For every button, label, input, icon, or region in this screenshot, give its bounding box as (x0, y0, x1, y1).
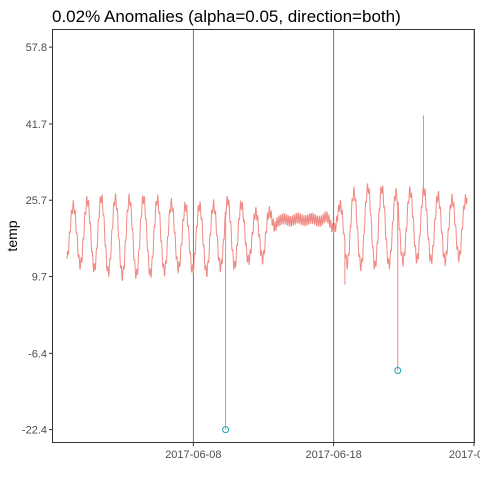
y-axis-title: temp (4, 220, 20, 251)
x-tick-label-0: 2017-06-08 (165, 449, 221, 461)
y-tick-label-2: 9.7 (32, 272, 47, 284)
plot-panel (52, 29, 475, 443)
y-tick-label-3: 25.7 (26, 195, 47, 207)
anomaly-point-0 (222, 426, 230, 434)
y-tick-label-0: -22.4 (22, 425, 47, 437)
temp-series-line (66, 115, 468, 430)
anomaly-point-1 (394, 366, 402, 374)
chart-title: 0.02% Anomalies (alpha=0.05, direction=b… (52, 7, 401, 26)
x-tick-label-2: 2017-06-2 (449, 449, 480, 461)
y-tick-label-4: 41.7 (26, 119, 47, 131)
y-tick-label-5: 57.8 (26, 42, 47, 54)
y-tick-label-1: -6.4 (28, 348, 47, 360)
x-tick-label-1: 2017-06-18 (306, 449, 362, 461)
